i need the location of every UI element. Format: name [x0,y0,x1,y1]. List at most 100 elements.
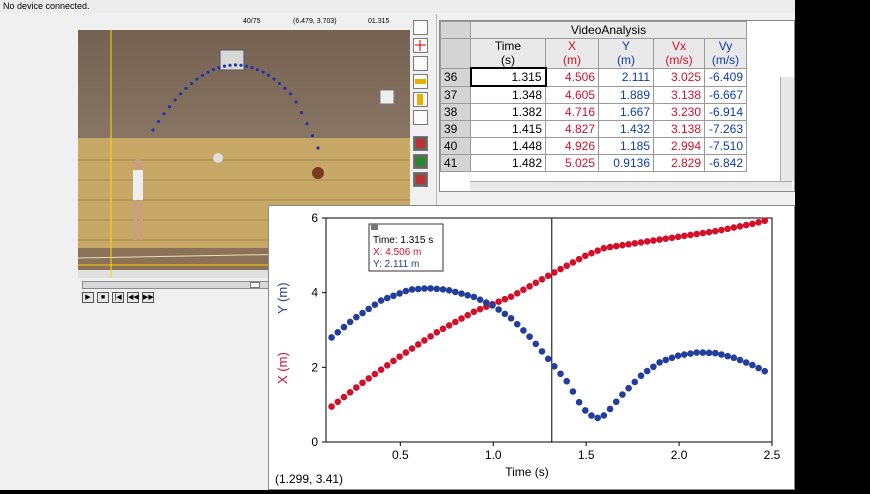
table-cell[interactable]: 3.138 [653,120,705,138]
x-data-point [724,225,731,233]
table-row[interactable]: 40 1.448 4.926 1.185 2.994 -7.510 [440,137,747,155]
ball-track-point [255,68,260,72]
x-data-point [495,298,502,305]
x-data-point [532,279,540,287]
column-header-x[interactable]: X (m) [545,38,599,69]
y-data-point [551,362,558,370]
y-data-point [681,351,688,358]
position-time-graph[interactable]: 0 2 4 6 0.5 1.0 1.5 2.0 2.5 X (m) Y (m) Time (s)… [269,206,794,489]
origin-tool-icon[interactable] [413,56,428,71]
ball-track-point [162,112,166,116]
y-data-point [631,378,639,386]
table-row[interactable]: 37 1.348 4.605 1.889 3.138 -6.667 [440,85,747,104]
x-data-point [383,362,391,369]
column-header-vy[interactable]: Vy (m/s) [704,38,747,69]
graph-window[interactable]: 0 2 4 6 0.5 1.0 1.5 2.0 2.5 X (m) Y (m) Time (s)… [268,205,795,490]
table-cell[interactable]: 4.506 [545,67,599,87]
y-data-point [408,286,416,293]
table-cell[interactable]: 4.926 [545,137,599,155]
x-data-point [699,229,707,237]
column-header-vx[interactable]: Vx (m/s) [653,38,705,69]
table-cell[interactable]: -7.510 [704,137,747,155]
x-data-point [637,239,645,246]
ruler-tool-icon[interactable] [413,92,428,107]
table-cell[interactable]: 4.827 [545,120,599,138]
status-bar: No device connected. [0,0,795,13]
red-delete-icon[interactable] [413,172,428,187]
table-cell[interactable]: 1.667 [598,103,654,121]
table-row[interactable]: 36 1.315 4.506 2.111 3.025 -6.409 [440,67,747,87]
x-data-point [631,240,639,247]
table-cell[interactable]: -6.842 [704,154,747,172]
tooltip-x: X: 4.506 m [373,247,421,258]
ball-track-point [272,77,276,81]
table-cell[interactable]: 1.315 [469,67,547,87]
table-cell[interactable]: 1.415 [470,120,546,138]
table-cell[interactable]: -6.409 [704,67,747,87]
y-data-point [507,314,515,322]
select-tool-icon[interactable] [413,20,428,35]
scrubber-thumb[interactable] [250,282,260,288]
y-data-point [742,359,750,366]
row-index: 39 [440,120,471,138]
y-data-point [390,292,397,300]
add-point-tool-icon[interactable] [413,38,428,53]
table-cell[interactable]: 1.889 [598,85,654,104]
table-cell[interactable]: 1.482 [470,154,546,172]
table-row[interactable]: 39 1.415 4.827 1.432 3.138 -7.263 [440,120,747,138]
next-frame-button[interactable]: ▶▶ [142,292,154,303]
x-data-point [501,295,509,303]
first-frame-button[interactable]: |◀ [112,292,124,303]
table-vertical-scrollbar[interactable] [780,77,794,181]
y-data-point [619,391,626,398]
table-cell[interactable]: 0.9136 [598,154,654,172]
play-button[interactable]: ▶ [82,292,94,303]
x-data-point [674,233,682,241]
column-header-time[interactable]: Time (s) [470,38,546,69]
y-data-point [365,305,373,313]
table-cell[interactable]: 4.605 [545,85,599,104]
table-cell[interactable]: 3.230 [653,103,705,121]
y-data-point [421,285,428,292]
green-marker-icon[interactable] [413,154,428,169]
table-cell[interactable]: 1.348 [470,85,546,104]
column-name: X [567,39,576,54]
ball-track-point [266,73,271,77]
y-data-point [544,355,552,363]
table-cell[interactable]: 1.432 [598,120,654,138]
y-data-point [445,287,453,294]
table-cell[interactable]: 4.716 [545,103,599,121]
tooltip-time: Time: 1.315 s [373,235,433,246]
table-row[interactable]: 41 1.482 5.025 0.9136 2.829 -6.842 [440,154,747,172]
table-cell[interactable]: 1.382 [470,103,546,121]
column-header-y[interactable]: Y (m) [598,38,654,69]
previous-frame-button[interactable]: ◀◀ [127,292,139,303]
table-cell[interactable]: 1.448 [470,137,546,155]
x-data-point [507,293,515,301]
table-cell[interactable]: 5.025 [545,154,599,172]
table-cell[interactable]: 2.111 [598,67,654,87]
options-tool-icon[interactable] [413,110,428,125]
table-cell[interactable]: -6.914 [704,103,747,121]
y-data-point [383,294,391,302]
ball-track-point [277,81,282,86]
table-cell[interactable]: 2.829 [653,154,705,172]
red-marker-icon[interactable] [413,136,428,151]
scale-tool-icon[interactable] [413,74,428,89]
x-data-point [371,370,379,378]
table-cell[interactable]: 3.025 [653,67,705,87]
table-cell[interactable]: 1.185 [598,137,654,155]
table-cell[interactable]: 2.994 [653,137,705,155]
stop-button[interactable]: ■ [97,292,109,303]
table-cell[interactable]: 3.138 [653,85,705,104]
row-index: 40 [440,137,471,155]
data-table: VideoAnalysis Time (s) X (m) Y (m) Vx (m/s) Vy (m… [440,21,747,172]
table-cell[interactable]: -7.263 [704,120,747,138]
table-horizontal-scrollbar[interactable] [470,181,792,191]
x-data-point [427,333,434,340]
table-row[interactable]: 38 1.382 4.716 1.667 3.230 -6.914 [440,103,747,121]
video-info-bar: 40/75 (6.479, 3.703) 01.315 [78,14,436,30]
table-cell[interactable]: -6.667 [704,85,747,104]
ball-track-point [173,98,177,102]
x-data-point [408,345,416,352]
